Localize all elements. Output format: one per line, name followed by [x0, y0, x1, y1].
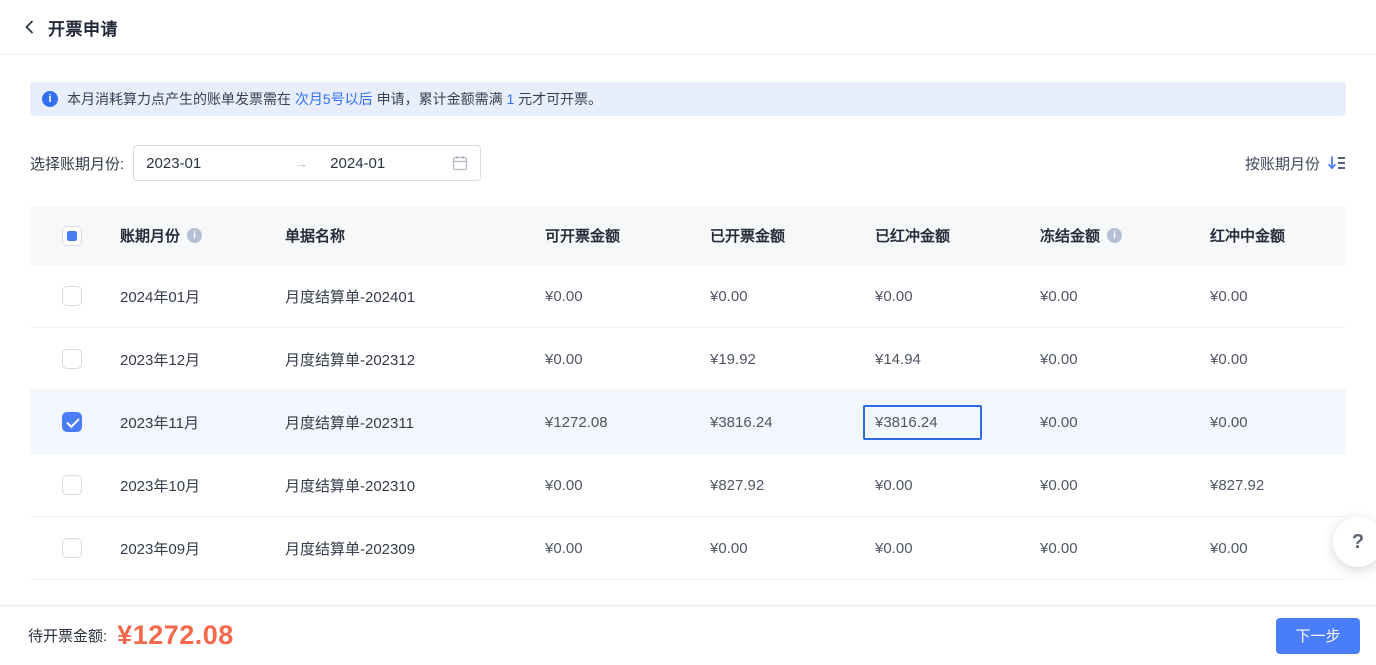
frozen-info-icon[interactable]: i [1107, 228, 1123, 243]
row-checkbox[interactable] [62, 412, 82, 432]
help-button[interactable]: ? [1333, 517, 1376, 567]
range-start-value[interactable]: 2023-01 [146, 154, 202, 172]
page-title: 开票申请 [48, 19, 118, 39]
column-header-red-flushing: 红冲中金额 [1210, 228, 1286, 245]
cell-month: 2023年09月 [120, 540, 201, 558]
info-icon: i [42, 91, 58, 107]
month-range-picker[interactable]: 2023-01 → 2024-01 [133, 145, 482, 181]
top-header: 开票申请 [0, 0, 1376, 55]
table-row: 2023年09月 月度结算单-202309 ¥0.00 ¥0.00 ¥0.00 … [30, 517, 1346, 580]
next-step-button[interactable]: 下一步 [1276, 617, 1360, 654]
cell-red-flushing: ¥0.00 [1210, 539, 1248, 557]
table-row: 2024年01月 月度结算单-202401 ¥0.00 ¥0.00 ¥0.00 … [30, 265, 1346, 328]
banner-text-2: 申请，累计金额需满 [376, 91, 503, 107]
table-row: 2023年12月 月度结算单-202312 ¥0.00 ¥19.92 ¥14.9… [30, 328, 1346, 391]
cell-invoiceable: ¥0.00 [545, 476, 583, 494]
column-header-month: 账期月份 i [90, 225, 255, 246]
sort-descending-icon [1327, 155, 1346, 171]
row-checkbox[interactable] [62, 349, 82, 369]
filter-row: 选择账期月份: 2023-01 → 2024-01 按账期月份 [30, 145, 1346, 181]
cell-red-flushed: ¥0.00 [845, 477, 1010, 494]
question-mark-icon: ? [1351, 530, 1365, 553]
cell-invoiced: ¥19.92 [710, 350, 756, 368]
column-header-red-flushed: 已红冲金额 [875, 228, 951, 245]
cell-invoiceable: ¥1272.08 [545, 413, 608, 431]
table-body: 2024年01月 月度结算单-202401 ¥0.00 ¥0.00 ¥0.00 … [30, 265, 1346, 580]
cell-month: 2023年11月 [120, 414, 199, 432]
row-checkbox[interactable] [62, 286, 82, 306]
red-flushed-value[interactable]: ¥3816.24 [863, 404, 982, 440]
pending-amount-label: 待开票金额: [28, 628, 108, 645]
table-row: 2023年11月 月度结算单-202311 ¥1272.08 ¥3816.24 … [30, 391, 1346, 454]
red-flushed-value[interactable]: ¥0.00 [875, 476, 913, 494]
cell-frozen: ¥0.00 [1040, 287, 1078, 305]
back-button[interactable] [22, 19, 38, 35]
table-row: 2023年10月 月度结算单-202310 ¥0.00 ¥827.92 ¥0.0… [30, 454, 1346, 517]
cell-frozen: ¥0.00 [1040, 413, 1078, 431]
cell-frozen: ¥0.00 [1040, 350, 1078, 368]
table-header-row: 账期月份 i 单据名称 可开票金额 已开票金额 已红冲金额 冻结金额 i 红冲中… [30, 206, 1346, 265]
column-header-invoiced: 已开票金额 [710, 228, 786, 245]
range-end-value[interactable]: 2024-01 [330, 154, 386, 172]
cell-invoiced: ¥3816.24 [710, 413, 773, 431]
cell-doc-name: 月度结算单-202310 [285, 477, 416, 495]
cell-invoiceable: ¥0.00 [545, 287, 583, 305]
banner-text-3: 元才可开票。 [518, 91, 603, 107]
red-flushed-value[interactable]: ¥0.00 [875, 539, 913, 557]
row-checkbox[interactable] [62, 538, 82, 558]
red-flushed-value[interactable]: ¥14.94 [875, 350, 921, 368]
cell-month: 2024年01月 [120, 288, 201, 306]
cell-red-flushed: ¥0.00 [845, 288, 1010, 305]
period-filter-label: 选择账期月份: [30, 155, 125, 173]
cell-doc-name: 月度结算单-202401 [285, 288, 416, 306]
row-checkbox[interactable] [62, 475, 82, 495]
column-header-doc-name: 单据名称 [285, 228, 346, 245]
cell-red-flushing: ¥827.92 [1210, 476, 1265, 494]
calendar-icon [452, 155, 468, 171]
cell-frozen: ¥0.00 [1040, 476, 1078, 494]
column-header-frozen: 冻结金额 i [1010, 225, 1180, 246]
cell-doc-name: 月度结算单-202312 [285, 351, 416, 369]
cell-red-flushed: ¥0.00 [845, 540, 1010, 557]
cell-invoiced: ¥0.00 [710, 287, 748, 305]
pending-amount-value: ¥1272.08 [117, 620, 234, 650]
cell-red-flushed: ¥14.94 [845, 351, 1010, 368]
chevron-left-icon [22, 19, 38, 35]
month-info-icon[interactable]: i [187, 228, 203, 243]
red-flushed-value[interactable]: ¥0.00 [875, 287, 913, 305]
cell-invoiceable: ¥0.00 [545, 539, 583, 557]
banner-link[interactable]: 次月5号以后 [294, 91, 373, 107]
billing-periods-table: 账期月份 i 单据名称 可开票金额 已开票金额 已红冲金额 冻结金额 i 红冲中… [30, 206, 1346, 602]
cell-red-flushing: ¥0.00 [1210, 287, 1248, 305]
cell-invoiced: ¥827.92 [710, 476, 765, 494]
range-arrow-icon: → [294, 155, 309, 171]
footer-bar: 待开票金额: ¥1272.08 下一步 [0, 605, 1376, 665]
select-all-checkbox[interactable] [62, 225, 82, 246]
cell-month: 2023年10月 [120, 477, 201, 495]
cell-invoiced: ¥0.00 [710, 539, 748, 557]
cell-doc-name: 月度结算单-202311 [285, 414, 414, 432]
banner-number: 1 [506, 91, 515, 107]
cell-red-flushing: ¥0.00 [1210, 413, 1248, 431]
banner-text-1: 本月消耗算力点产生的账单发票需在 [67, 91, 291, 107]
cell-invoiceable: ¥0.00 [545, 350, 583, 368]
cell-doc-name: 月度结算单-202309 [285, 540, 416, 558]
cell-frozen: ¥0.00 [1040, 539, 1078, 557]
sort-label: 按账期月份 [1244, 155, 1320, 173]
sort-by-period[interactable]: 按账期月份 [1245, 153, 1346, 174]
info-banner: i 本月消耗算力点产生的账单发票需在 次月5号以后 申请，累计金额需满 1 元才… [30, 82, 1346, 116]
cell-month: 2023年12月 [120, 351, 201, 369]
column-header-invoiceable: 可开票金额 [545, 228, 621, 245]
cell-red-flushed: ¥3816.24 [845, 404, 1010, 440]
cell-red-flushing: ¥0.00 [1210, 350, 1248, 368]
partial-row [30, 580, 1346, 602]
